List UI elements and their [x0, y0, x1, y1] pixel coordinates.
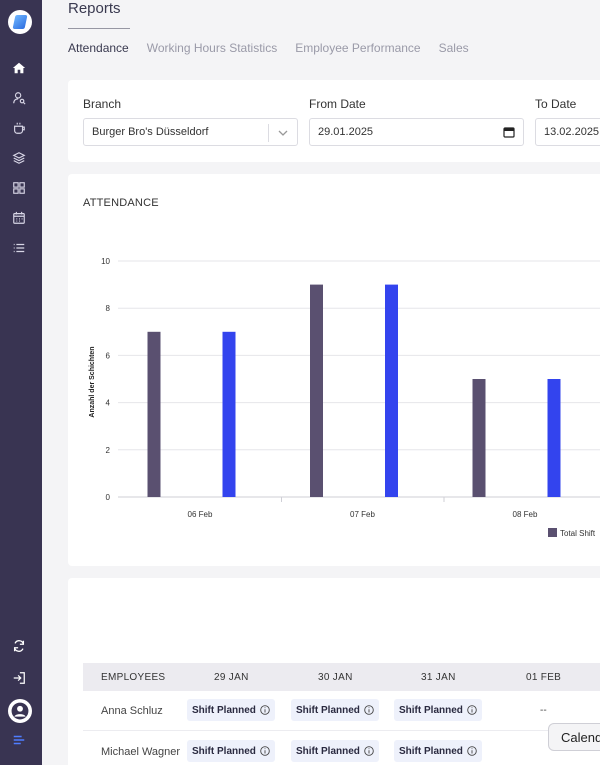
bar — [547, 379, 561, 497]
y-tick-label: 0 — [106, 493, 111, 502]
refresh-icon[interactable] — [11, 638, 27, 654]
shift-status-label: Shift Planned — [296, 745, 360, 757]
info-icon[interactable] — [364, 705, 374, 715]
list-icon[interactable] — [11, 240, 27, 256]
legend-label: Total Shift — [560, 529, 596, 538]
header-01-feb: 01 FEB — [526, 672, 562, 683]
tab-working-hours-statistics[interactable]: Working Hours Statistics — [146, 41, 278, 55]
coffee-cup-icon[interactable] — [11, 120, 27, 136]
shift-status-chip[interactable]: Shift Planned — [394, 699, 482, 721]
info-icon[interactable] — [260, 746, 270, 756]
y-tick-label: 8 — [106, 304, 111, 313]
bar — [147, 331, 161, 497]
home-icon[interactable] — [11, 60, 27, 76]
y-tick-label: 6 — [106, 351, 111, 360]
branch-label: Branch — [83, 97, 122, 111]
info-icon[interactable] — [467, 746, 477, 756]
chevron-down-icon — [278, 130, 288, 136]
table-row: Michael Wagner Shift Planned Shift Plann… — [83, 732, 600, 765]
empty-cell: -- — [540, 705, 547, 716]
shift-status-chip[interactable]: Shift Planned — [291, 699, 379, 721]
tab-sales[interactable]: Sales — [438, 41, 469, 55]
table-row: Anna Schluz Shift Planned Shift Planned … — [83, 691, 600, 731]
calendar-picker-icon[interactable] — [503, 126, 515, 138]
employee-name: Anna Schluz — [101, 705, 163, 717]
shift-status-chip[interactable]: Shift Planned — [187, 740, 275, 762]
shift-status-chip[interactable]: Shift Planned — [187, 699, 275, 721]
shift-status-label: Shift Planned — [399, 704, 463, 716]
to-date-input[interactable]: 13.02.2025 — [535, 118, 600, 146]
table-header: EMPLOYEES 29 JAN 30 JAN 31 JAN 01 FEB — [83, 663, 600, 691]
chart-title: ATTENDANCE — [83, 197, 159, 209]
attendance-chart: 0 2 4 6 8 10 Anzahl der Schichten 06 Feb 07 Feb 0… — [89, 257, 600, 538]
from-date-label: From Date — [309, 97, 366, 111]
select-divider — [268, 124, 269, 142]
bar — [472, 379, 486, 497]
bar — [310, 284, 323, 497]
branch-select[interactable]: Burger Bro's Düsseldorf — [83, 118, 298, 146]
header-31-jan: 31 JAN — [421, 672, 456, 683]
calendar-icon[interactable] — [11, 210, 27, 226]
grid-icon[interactable] — [11, 180, 27, 196]
menu-icon[interactable] — [11, 732, 27, 748]
attendance-chart-card: ATTENDANCE 0 2 4 6 8 10 Anzahl der Schichten 06… — [68, 174, 600, 566]
x-tick-label: 08 Feb — [513, 510, 538, 519]
from-date-input[interactable]: 29.01.2025 — [309, 118, 524, 146]
branch-value: Burger Bro's Düsseldorf — [92, 126, 209, 138]
logout-icon[interactable] — [11, 670, 27, 686]
main-content: Reports Attendance Working Hours Statist… — [42, 0, 600, 765]
y-tick-label: 4 — [106, 399, 111, 408]
info-icon[interactable] — [467, 705, 477, 715]
y-axis-label: Anzahl der Schichten — [89, 346, 96, 417]
bar — [222, 331, 236, 497]
employee-name: Michael Wagner — [101, 746, 181, 758]
y-tick-label: 10 — [101, 257, 110, 266]
shift-status-label: Shift Planned — [399, 745, 463, 757]
info-icon[interactable] — [364, 746, 374, 756]
shift-status-chip[interactable]: Shift Planned — [394, 740, 482, 762]
report-tabs: Attendance Working Hours Statistics Empl… — [68, 41, 469, 55]
info-icon[interactable] — [260, 705, 270, 715]
calendar-button[interactable]: Calendar — [548, 723, 600, 751]
user-avatar-icon[interactable] — [8, 699, 32, 723]
user-search-icon[interactable] — [11, 90, 27, 106]
x-tick-label: 07 Feb — [350, 510, 375, 519]
from-date-value: 29.01.2025 — [318, 126, 374, 138]
bar — [385, 284, 398, 497]
tab-employee-performance[interactable]: Employee Performance — [295, 41, 421, 55]
shift-status-label: Shift Planned — [192, 704, 256, 716]
header-30-jan: 30 JAN — [318, 672, 353, 683]
shift-status-label: Shift Planned — [296, 704, 360, 716]
shift-status-chip[interactable]: Shift Planned — [291, 740, 379, 762]
legend-swatch — [548, 528, 557, 537]
shift-status-label: Shift Planned — [192, 745, 256, 757]
filters-card: Branch Burger Bro's Düsseldorf From Date… — [68, 80, 600, 162]
sidebar — [0, 0, 42, 765]
tab-attendance[interactable]: Attendance — [68, 41, 129, 55]
to-date-value: 13.02.2025 — [544, 126, 600, 138]
page-title: Reports — [68, 0, 121, 17]
header-29-jan: 29 JAN — [214, 672, 249, 683]
app-logo[interactable] — [8, 10, 32, 34]
title-underline — [68, 28, 130, 29]
to-date-label: To Date — [535, 97, 577, 111]
y-tick-label: 2 — [106, 446, 111, 455]
layers-icon[interactable] — [11, 150, 27, 166]
header-employees: EMPLOYEES — [101, 672, 166, 683]
x-tick-label: 06 Feb — [188, 510, 213, 519]
attendance-table-card: EMPLOYEES 29 JAN 30 JAN 31 JAN 01 FEB An… — [68, 578, 600, 765]
